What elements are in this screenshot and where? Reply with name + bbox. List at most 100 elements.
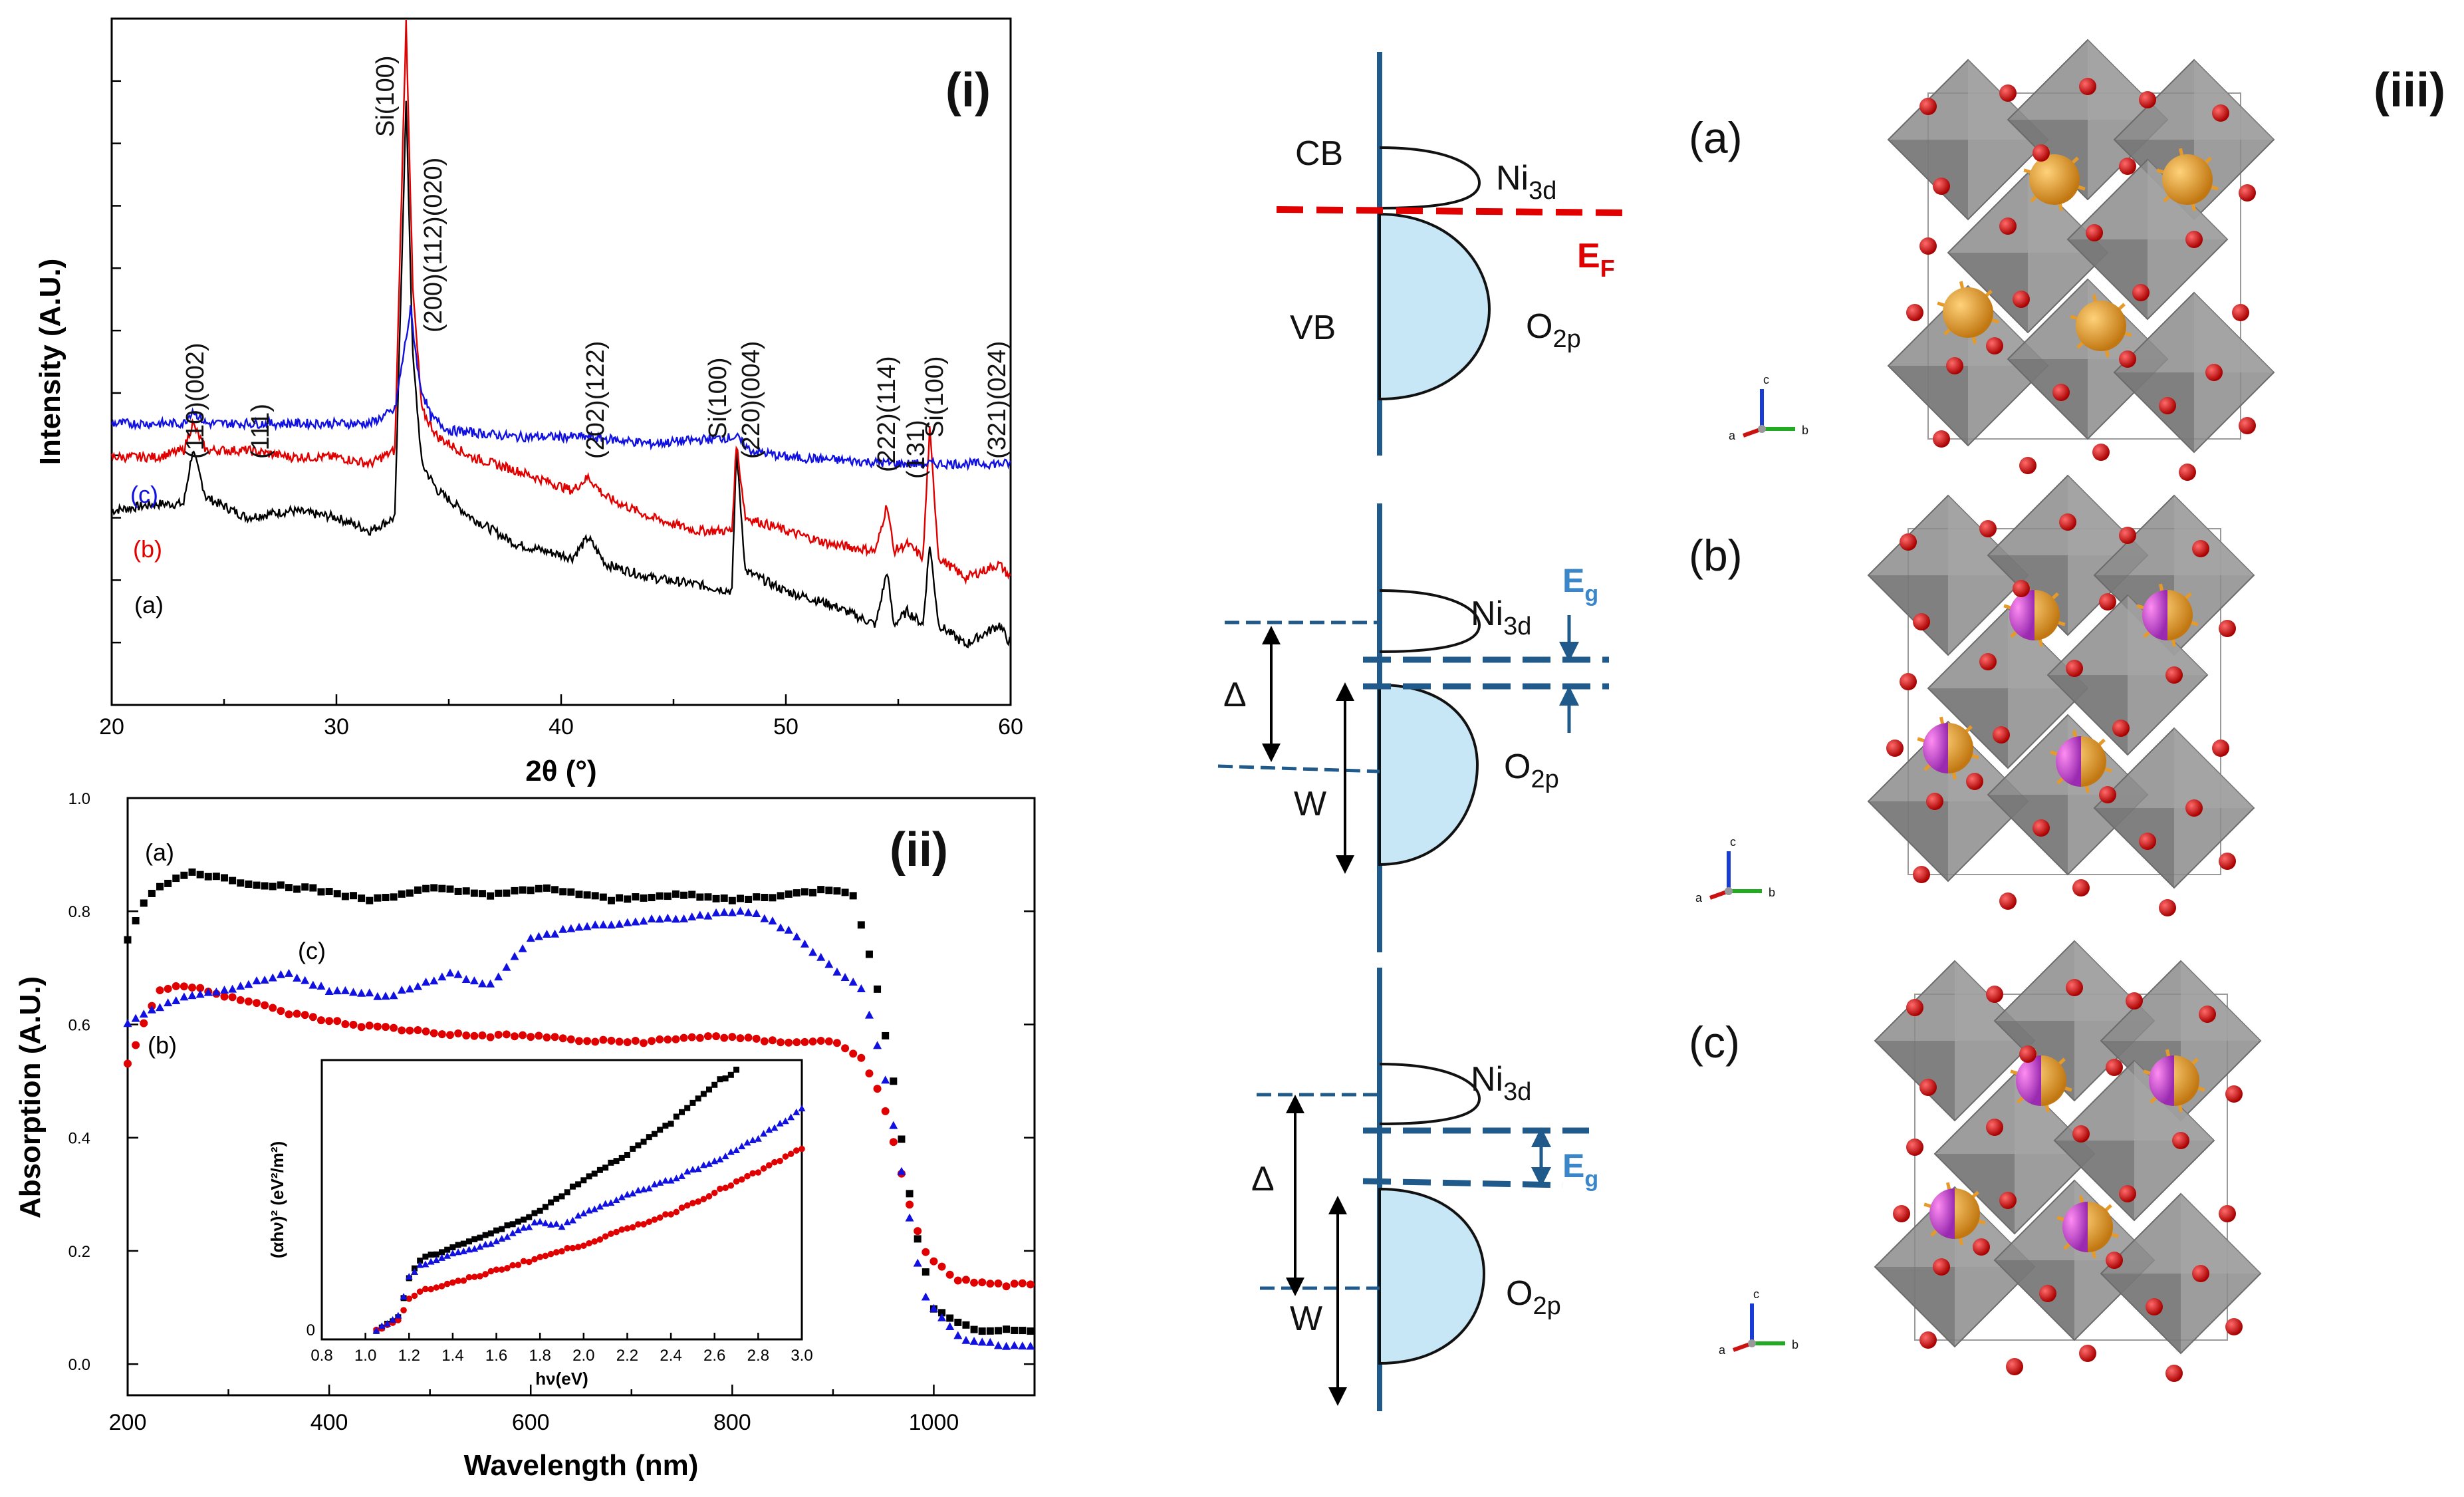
oxygen-atom (1893, 1205, 1910, 1222)
abs-series-c (123, 906, 1035, 1350)
inset-point (454, 1248, 462, 1256)
inset-point (498, 1266, 505, 1273)
abs-point (503, 889, 511, 897)
abs-point (445, 1031, 454, 1039)
abs-point (211, 987, 221, 996)
inset-point (504, 1222, 511, 1229)
abs-point (196, 871, 204, 879)
abs-point (430, 1029, 438, 1037)
inset-point (673, 1113, 679, 1120)
inset-point (799, 1145, 805, 1153)
inset-point (548, 1199, 554, 1206)
abs-point (752, 908, 761, 917)
abs-point (349, 892, 357, 900)
abs-point (841, 1044, 850, 1053)
inset-x-axis-label: hν(eV) (535, 1369, 588, 1389)
inset-point (558, 1193, 565, 1200)
abs-point (946, 1314, 954, 1322)
band-diagram-b: Δ W Ni3d O2p Eg (1217, 503, 1609, 952)
abs-point (897, 1166, 906, 1175)
inset-point (493, 1266, 500, 1274)
inset-point (765, 1126, 773, 1133)
abs-point (655, 914, 664, 923)
triad-c-label: c (1753, 1288, 1759, 1301)
abs-point (953, 1331, 963, 1339)
abs-point (978, 1327, 986, 1335)
inset-point (580, 1242, 587, 1249)
abs-point (914, 1235, 922, 1243)
abs-point (164, 984, 172, 993)
oxygen-atom (1979, 520, 1997, 537)
inset-point (624, 1225, 631, 1232)
abs-point (656, 892, 664, 900)
triad-b-label: b (1802, 424, 1808, 437)
inset-point (553, 1196, 560, 1202)
inset-point (787, 1151, 795, 1157)
inset-point (683, 1202, 691, 1209)
inset-x-tick-label: 2.2 (616, 1347, 638, 1365)
abs-point (695, 1033, 704, 1042)
peak-label-si100-a: Si(100) (372, 56, 400, 138)
xrd-series-b (110, 19, 1011, 585)
inset-point (465, 1274, 473, 1281)
peak-label-321: (321)(024) (983, 341, 1011, 459)
xrd-tag-b: (b) (133, 535, 162, 563)
abs-point (1027, 1327, 1035, 1335)
inset-point (722, 1184, 729, 1192)
structure-label-b: (b) (1689, 531, 1743, 580)
inset-point (793, 1147, 800, 1154)
abs-point (139, 1010, 148, 1018)
oxygen-atom (1919, 237, 1937, 255)
triad-c-label: c (1730, 835, 1736, 849)
abs-point (373, 1022, 382, 1031)
abs-point (381, 1023, 390, 1031)
abs-point (961, 1276, 970, 1284)
abs-point (679, 914, 689, 922)
oxygen-atom (2119, 527, 2136, 544)
abs-point (857, 1053, 866, 1062)
inset-point (700, 1196, 707, 1202)
abs-point (132, 1041, 140, 1049)
inset-x-tick-label: 1.2 (398, 1347, 420, 1365)
inset-point (656, 1178, 664, 1186)
abs-point (269, 883, 277, 890)
oxygen-atom (1900, 533, 1917, 551)
inset-point (422, 1254, 429, 1260)
abs-point (301, 976, 310, 984)
abs-point (616, 894, 624, 902)
abs-x-axis-label: Wavelength (nm) (464, 1449, 699, 1482)
inset-point (689, 1166, 697, 1173)
inset-point (678, 1172, 685, 1179)
inset-point (689, 1099, 696, 1106)
abs-point (324, 987, 334, 996)
xrd-x-tick-label: 50 (773, 714, 799, 740)
abs-point (437, 1030, 446, 1039)
abs-point (914, 1227, 922, 1236)
inset-point (689, 1200, 696, 1206)
inset-point (716, 1155, 724, 1162)
inset-point (630, 1145, 636, 1152)
inset-point (717, 1185, 723, 1192)
inset-point (482, 1271, 489, 1278)
inset-point (694, 1165, 702, 1172)
abs-point (519, 886, 527, 894)
abs-y-tick-label: 1.0 (68, 790, 90, 808)
inset-point (744, 1172, 751, 1180)
inset-point (372, 1327, 380, 1334)
inset-point (541, 1219, 549, 1226)
abs-point (430, 884, 438, 892)
abs-point (325, 888, 333, 896)
abs-point (744, 908, 753, 916)
abs-point (640, 894, 648, 902)
oxygen-atom (1906, 1139, 1923, 1156)
abs-point (164, 879, 172, 887)
o2p-band-c (1378, 1187, 1486, 1365)
abs-point (373, 992, 382, 1000)
abs-point (840, 972, 850, 981)
inset-x-tick-label: 1.4 (441, 1347, 463, 1365)
abs-point (237, 879, 245, 887)
inset-point (596, 1166, 603, 1173)
octahedron-face (2101, 1274, 2181, 1353)
oxygen-atom (1986, 986, 2003, 1003)
octahedron-face (2094, 808, 2174, 888)
